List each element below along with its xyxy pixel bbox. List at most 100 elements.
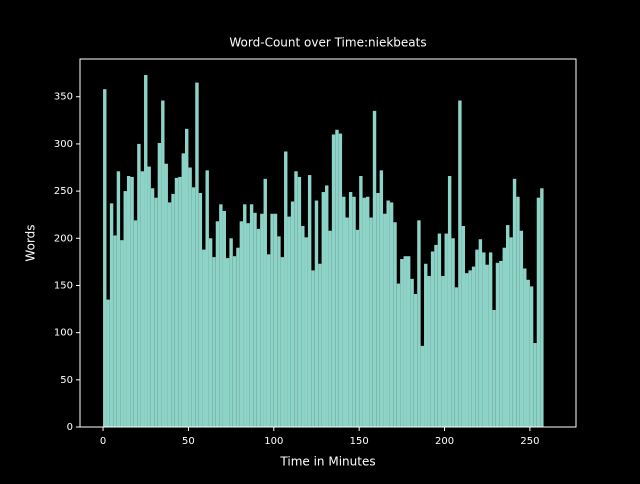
axes-frame [79,58,577,428]
bar [359,176,363,427]
bar [393,222,397,427]
bar [222,210,226,427]
bar [482,252,486,427]
bar [386,200,390,427]
bar [444,233,448,427]
bar [144,75,148,428]
bar [502,247,506,427]
bar [185,128,189,428]
y-tick-label: 300 [54,139,73,150]
bar [280,257,285,427]
bar [290,201,295,427]
bar [338,133,343,428]
bar [236,247,240,427]
bar [434,244,438,427]
bar [260,213,264,427]
bar [157,142,162,427]
bar [447,176,452,427]
bar [328,230,332,427]
y-axis-label: Words [24,224,38,261]
bar [137,143,141,427]
bar [420,345,425,427]
chart-title: Word-Count over Time:niekbeats [229,36,426,50]
bar [277,236,281,427]
bar [389,202,394,427]
bar [369,217,373,427]
bar [266,254,271,427]
bar [325,185,329,427]
y-tick-label: 150 [54,280,73,291]
x-tick-label: 0 [100,436,106,447]
bar [424,263,428,427]
bar [454,287,459,427]
bar [239,221,244,427]
bar [167,202,172,427]
bar [147,166,151,428]
bar [383,213,387,427]
bar [509,237,513,427]
bar [202,249,206,427]
bar [362,197,366,427]
bar [485,264,489,427]
bar [342,196,346,427]
bar [181,153,186,427]
bar [133,220,138,427]
bar [321,192,326,427]
bar [348,192,353,427]
bar [417,220,421,427]
bar [297,176,302,427]
y-tick-label: 100 [54,328,73,339]
x-tick-label: 50 [182,436,195,447]
bar [304,237,308,427]
bar [256,228,261,427]
y-tick-label: 250 [54,186,73,197]
bar [458,100,462,428]
bar [516,196,520,427]
bar [103,89,107,427]
bar [191,187,196,427]
bar [294,171,298,427]
bar [106,299,110,427]
x-tick-label: 100 [264,436,283,447]
bar [468,270,472,427]
bar [232,256,237,427]
bar [403,256,407,427]
bar [205,170,209,428]
bar [335,129,339,427]
bar [352,196,356,427]
bar [311,270,315,427]
bar [198,192,203,427]
bar [526,279,530,427]
bar [331,134,336,427]
bar [225,258,230,427]
bar [150,188,155,427]
bar [430,251,435,427]
bar [123,191,127,427]
bar [301,226,305,427]
bar [208,238,213,427]
bar [253,212,257,427]
bar [478,239,483,427]
bar [215,221,220,427]
bar [471,266,476,427]
bar [130,176,134,427]
bar [519,230,524,427]
bar [533,343,537,427]
bar [178,176,182,427]
bar [461,226,466,427]
bar [249,204,254,427]
bar [540,188,544,427]
bar [492,309,496,427]
bar [229,238,233,427]
y-tick-label: 350 [54,92,73,103]
bar [376,192,380,427]
bar [219,204,223,427]
bar [355,229,360,427]
bar [161,100,165,428]
y-tick-label: 50 [60,375,73,386]
bar [465,273,469,427]
bar [372,110,377,428]
bar [164,163,168,427]
x-axis-label: Time in Minutes [279,455,375,469]
